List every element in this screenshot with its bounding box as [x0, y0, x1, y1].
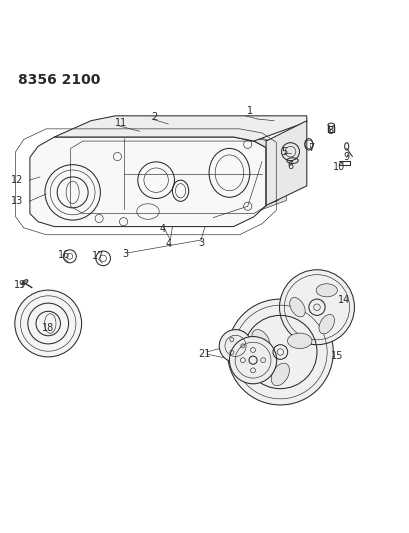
Circle shape — [15, 290, 81, 357]
Text: 4: 4 — [159, 224, 165, 233]
Ellipse shape — [289, 297, 304, 317]
Ellipse shape — [315, 284, 337, 297]
Polygon shape — [30, 137, 265, 227]
Text: 6: 6 — [287, 160, 293, 171]
Circle shape — [219, 329, 251, 362]
Text: 3: 3 — [122, 249, 128, 259]
Text: 16: 16 — [58, 250, 70, 260]
Text: 11: 11 — [115, 118, 127, 128]
Ellipse shape — [271, 363, 289, 386]
Text: 4: 4 — [165, 239, 171, 249]
Text: 14: 14 — [337, 295, 350, 305]
Ellipse shape — [287, 333, 311, 349]
Text: 18: 18 — [42, 324, 54, 334]
Polygon shape — [172, 140, 278, 206]
Circle shape — [229, 336, 276, 384]
Polygon shape — [54, 116, 306, 141]
Text: 17: 17 — [92, 252, 104, 261]
Text: 8: 8 — [326, 126, 333, 136]
Polygon shape — [265, 120, 306, 205]
Polygon shape — [123, 138, 286, 209]
Text: 12: 12 — [11, 175, 23, 185]
Text: 21: 21 — [198, 349, 210, 359]
Ellipse shape — [318, 314, 334, 334]
Text: 1: 1 — [246, 106, 252, 116]
Text: 2: 2 — [151, 111, 157, 122]
Circle shape — [279, 270, 354, 345]
Text: 19: 19 — [13, 280, 26, 290]
Text: 20: 20 — [239, 372, 251, 382]
Text: 9: 9 — [343, 152, 349, 163]
Text: 10: 10 — [333, 161, 345, 172]
Text: 7: 7 — [307, 143, 313, 154]
Text: 15: 15 — [330, 351, 343, 361]
Text: 8356 2100: 8356 2100 — [18, 73, 100, 87]
Ellipse shape — [251, 329, 270, 352]
Text: 13: 13 — [11, 196, 23, 206]
Text: 3: 3 — [198, 238, 204, 248]
Circle shape — [227, 299, 333, 405]
Text: 5: 5 — [281, 148, 287, 157]
